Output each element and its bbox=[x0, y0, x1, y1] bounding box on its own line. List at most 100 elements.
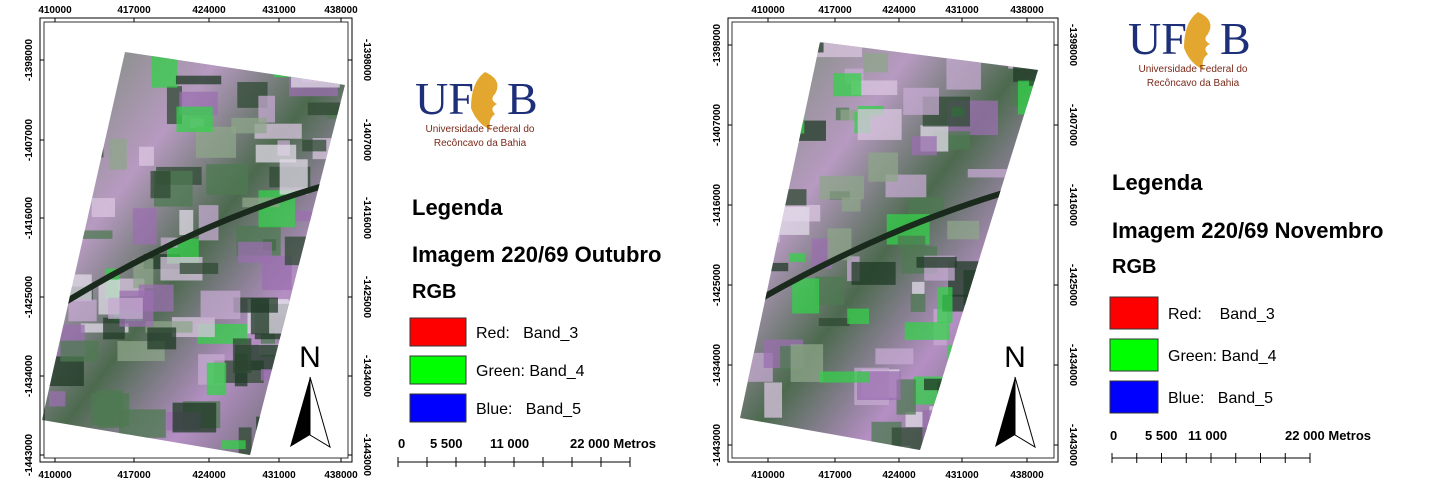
legend-swatch bbox=[1110, 339, 1158, 371]
field bbox=[59, 120, 103, 157]
x-tick-label: 438000 bbox=[1010, 470, 1044, 481]
field bbox=[176, 76, 221, 85]
north-arrow bbox=[995, 377, 1015, 447]
x-tick-label: 417000 bbox=[117, 5, 151, 16]
field bbox=[207, 363, 226, 395]
field bbox=[293, 281, 335, 293]
field bbox=[93, 53, 116, 80]
field bbox=[56, 19, 101, 53]
legend-title: Legenda bbox=[412, 195, 503, 220]
field bbox=[49, 227, 83, 239]
field bbox=[98, 390, 123, 428]
y-tick-label: -1425000 bbox=[1067, 264, 1078, 307]
field bbox=[206, 164, 248, 195]
legend-label: Red: Band_3 bbox=[1168, 306, 1275, 323]
field bbox=[948, 453, 968, 461]
field bbox=[261, 369, 273, 380]
field bbox=[221, 440, 245, 449]
x-tick-label: 424000 bbox=[882, 5, 916, 16]
y-tick-label: -1416000 bbox=[24, 196, 35, 239]
field bbox=[1008, 34, 1053, 68]
legend-swatch bbox=[1110, 381, 1158, 413]
y-tick-label: -1425000 bbox=[712, 263, 723, 306]
field bbox=[1005, 259, 1055, 296]
field bbox=[251, 298, 269, 334]
y-tick-label: -1434000 bbox=[361, 355, 372, 398]
field bbox=[1029, 77, 1054, 86]
x-tick-label: 410000 bbox=[38, 5, 72, 16]
logo-line: Universidade Federal do bbox=[426, 124, 535, 135]
logo-letters: UF bbox=[415, 73, 474, 124]
field bbox=[764, 382, 782, 417]
field bbox=[327, 19, 344, 39]
legend-label: Blue: Band_5 bbox=[1168, 390, 1273, 407]
logo-line: Universidade Federal do bbox=[1139, 64, 1248, 75]
field bbox=[268, 408, 282, 424]
x-tick-label: 424000 bbox=[192, 470, 226, 481]
x-tick-label: 431000 bbox=[262, 5, 296, 16]
x-tick-label: 417000 bbox=[818, 470, 852, 481]
field bbox=[180, 263, 218, 274]
field bbox=[139, 147, 154, 166]
field bbox=[766, 207, 781, 215]
field bbox=[151, 171, 171, 198]
scale-label: 5 500 bbox=[430, 436, 463, 451]
x-tick-label: 417000 bbox=[117, 470, 151, 481]
field bbox=[1044, 111, 1089, 148]
field bbox=[69, 300, 97, 322]
y-tick-label: -1434000 bbox=[712, 343, 723, 386]
legend-image: Imagem 220/69 Outubro bbox=[412, 242, 661, 267]
field bbox=[833, 73, 861, 96]
field bbox=[133, 208, 157, 244]
field bbox=[735, 118, 765, 156]
field bbox=[947, 221, 979, 239]
y-tick-label: -1434000 bbox=[1067, 344, 1078, 387]
field bbox=[856, 23, 884, 44]
field bbox=[40, 427, 64, 441]
field bbox=[912, 136, 937, 155]
field bbox=[92, 198, 115, 217]
y-tick-label: -1416000 bbox=[361, 197, 372, 240]
field bbox=[60, 341, 98, 362]
field bbox=[256, 145, 296, 163]
field bbox=[972, 434, 994, 471]
field bbox=[995, 18, 1036, 38]
field bbox=[1009, 257, 1021, 275]
field bbox=[1015, 329, 1057, 340]
field bbox=[929, 406, 946, 428]
field bbox=[930, 21, 954, 52]
field bbox=[313, 304, 341, 322]
field bbox=[1027, 298, 1067, 326]
field bbox=[760, 122, 798, 138]
y-tick-label: -1398000 bbox=[1067, 24, 1078, 67]
field bbox=[948, 345, 993, 365]
legend-label: Green: Band_4 bbox=[1168, 348, 1277, 365]
field bbox=[967, 19, 993, 50]
y-tick-label: -1434000 bbox=[24, 354, 35, 397]
field bbox=[147, 327, 176, 349]
x-tick-label: 438000 bbox=[324, 470, 358, 481]
y-tick-label: -1443000 bbox=[1067, 424, 1078, 467]
field bbox=[49, 391, 65, 406]
y-tick-label: -1443000 bbox=[712, 423, 723, 466]
field bbox=[1031, 343, 1069, 376]
field bbox=[864, 53, 888, 72]
x-tick-label: 431000 bbox=[262, 470, 296, 481]
field bbox=[745, 137, 777, 161]
field bbox=[179, 210, 193, 235]
field bbox=[1045, 419, 1088, 442]
field bbox=[274, 57, 298, 77]
field bbox=[173, 403, 217, 433]
field bbox=[983, 312, 1033, 321]
logo-letters: B bbox=[507, 73, 538, 124]
field bbox=[738, 283, 759, 299]
field bbox=[916, 257, 956, 268]
x-tick-label: 431000 bbox=[945, 5, 979, 16]
field bbox=[922, 410, 935, 440]
field bbox=[744, 225, 774, 262]
field bbox=[741, 216, 780, 242]
field bbox=[1003, 190, 1051, 209]
scale-label: 5 500 bbox=[1145, 428, 1178, 443]
field bbox=[796, 43, 824, 53]
scale-label: 11 000 bbox=[1188, 428, 1227, 443]
